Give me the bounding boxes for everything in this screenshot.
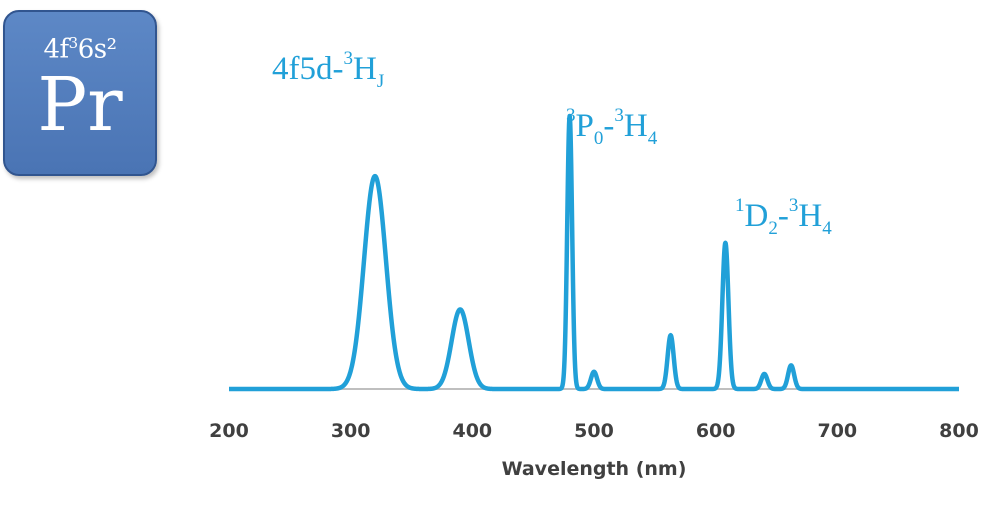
transition-label: 4f5d-3​HJ​: [272, 48, 384, 92]
x-axis-ticks: 200 300 400 500 600 700 800: [209, 420, 979, 442]
x-tick-label: 500: [574, 420, 614, 442]
transition-annotations: 4f5d-3​HJ​ 3​P0​-3​H4​ 1​D2​-3​H4​: [272, 48, 832, 239]
x-tick-label: 600: [696, 420, 736, 442]
x-tick-label: 700: [817, 420, 857, 442]
x-tick-label: 400: [452, 420, 492, 442]
x-tick-label: 800: [939, 420, 979, 442]
spectrum-series-line: [229, 116, 959, 389]
x-tick-label: 300: [331, 420, 371, 442]
transition-label: 1​D2​-3​H4​: [735, 195, 832, 239]
transition-label: 3​P0​-3​H4​: [566, 105, 658, 149]
x-axis-label: Wavelength (nm): [502, 458, 687, 480]
x-tick-label: 200: [209, 420, 249, 442]
